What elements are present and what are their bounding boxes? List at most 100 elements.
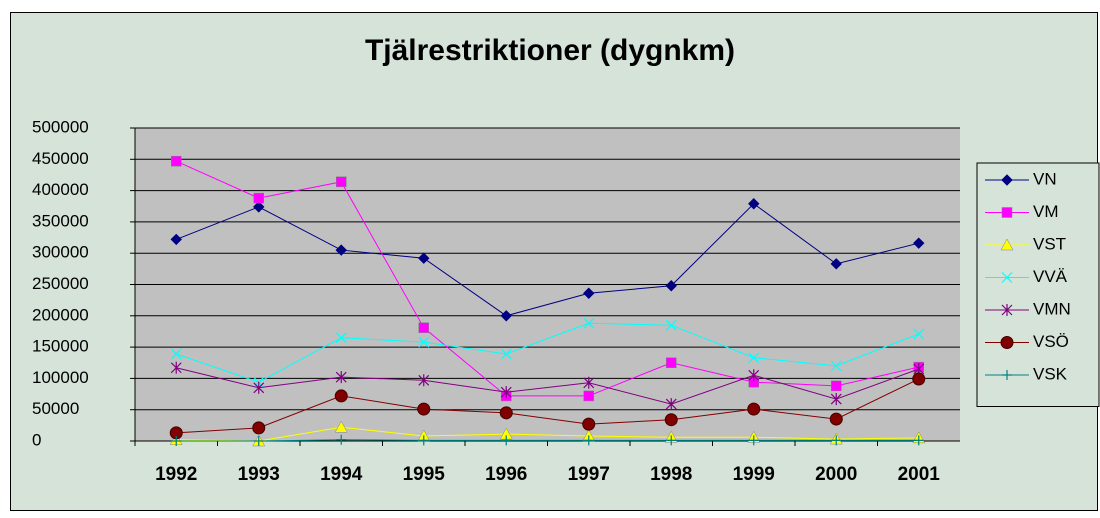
data-point — [418, 252, 430, 264]
legend-label: VST — [1033, 234, 1066, 253]
series-line — [176, 378, 919, 434]
x-tick-label: 1999 — [733, 464, 775, 485]
data-point — [335, 371, 347, 384]
data-point — [500, 310, 512, 322]
data-point — [583, 317, 595, 329]
data-point — [170, 233, 182, 246]
legend-label: VM — [1033, 202, 1059, 221]
y-tick-label: 50000 — [32, 399, 79, 418]
legend-label: VVÄ — [1033, 267, 1068, 286]
series-line — [176, 160, 919, 397]
data-point — [170, 361, 182, 374]
data-point — [829, 412, 843, 426]
legend-marker — [1000, 238, 1014, 251]
legend-marker — [1002, 370, 1012, 380]
data-point — [830, 393, 842, 406]
x-tick-label: 1993 — [238, 464, 280, 485]
legend-marker — [1001, 304, 1013, 316]
data-point — [583, 435, 594, 446]
data-point — [666, 357, 677, 368]
data-point — [253, 436, 264, 446]
data-point — [913, 435, 924, 446]
data-point — [253, 192, 264, 204]
legend-marker — [1001, 207, 1013, 218]
data-point — [665, 319, 677, 331]
y-tick-label: 0 — [32, 430, 41, 449]
data-point — [912, 372, 926, 386]
x-tick-label: 1992 — [155, 464, 197, 485]
x-tick-label: 1997 — [568, 464, 610, 485]
data-point — [253, 381, 265, 394]
y-tick-label: 450000 — [32, 149, 89, 168]
data-point — [583, 287, 595, 299]
data-point — [500, 348, 512, 360]
data-point — [748, 435, 759, 446]
x-tick-label: 1994 — [320, 464, 363, 485]
data-point — [583, 376, 595, 389]
data-point — [582, 417, 596, 431]
data-point — [748, 369, 760, 382]
data-point — [747, 402, 761, 416]
data-point — [334, 420, 348, 433]
legend-marker — [1000, 336, 1014, 349]
series-line — [176, 367, 919, 405]
series-line — [176, 322, 919, 383]
data-point — [335, 244, 347, 256]
data-point — [418, 374, 430, 387]
data-point — [418, 336, 430, 348]
x-tick-label: 1998 — [650, 464, 692, 485]
legend-marker — [1001, 272, 1013, 283]
legend-marker — [1001, 174, 1013, 186]
data-point — [831, 380, 842, 392]
data-point — [417, 402, 431, 416]
legend-label: VN — [1033, 169, 1057, 188]
series-line — [176, 426, 919, 442]
x-tick-label: 1996 — [485, 464, 527, 485]
data-point — [336, 176, 347, 188]
legend-label: VSK — [1033, 364, 1068, 383]
data-point — [336, 434, 347, 445]
x-tick-label: 2001 — [898, 464, 941, 485]
y-tick-label: 150000 — [32, 337, 89, 356]
y-tick-label: 250000 — [32, 274, 89, 293]
x-tick-label: 2000 — [815, 464, 857, 485]
y-tick-label: 400000 — [32, 180, 89, 199]
legend-label: VSÖ — [1033, 332, 1069, 351]
data-point — [334, 389, 348, 403]
data-point — [253, 201, 265, 213]
y-tick-label: 200000 — [32, 305, 89, 324]
legend-label: VMN — [1033, 299, 1071, 318]
data-point — [583, 390, 594, 402]
y-tick-label: 500000 — [32, 117, 89, 136]
data-point — [418, 435, 429, 446]
data-point — [501, 435, 512, 446]
series-line — [176, 439, 919, 442]
data-point — [335, 332, 347, 344]
y-tick-label: 100000 — [32, 368, 89, 387]
y-tick-label: 350000 — [32, 211, 89, 230]
data-point — [831, 435, 842, 446]
y-tick-label: 300000 — [32, 243, 89, 262]
data-point — [830, 258, 842, 270]
data-point — [171, 155, 182, 167]
data-point — [170, 348, 182, 360]
x-tick-label: 1995 — [403, 464, 446, 485]
data-point — [913, 237, 925, 249]
data-point — [500, 386, 512, 399]
data-point — [665, 280, 677, 292]
data-point — [830, 360, 842, 372]
series-line — [176, 203, 919, 317]
chart-title: Tjälrestriktioner (dygnkm) — [365, 34, 735, 67]
data-point — [748, 352, 760, 364]
data-point — [252, 421, 266, 435]
legend-box — [976, 162, 1100, 407]
data-point — [171, 436, 182, 446]
data-point — [499, 406, 513, 420]
data-point — [913, 328, 925, 340]
data-point — [665, 398, 677, 411]
data-point — [418, 322, 429, 333]
data-point — [748, 198, 760, 210]
data-point — [664, 413, 678, 427]
data-point — [666, 435, 677, 446]
